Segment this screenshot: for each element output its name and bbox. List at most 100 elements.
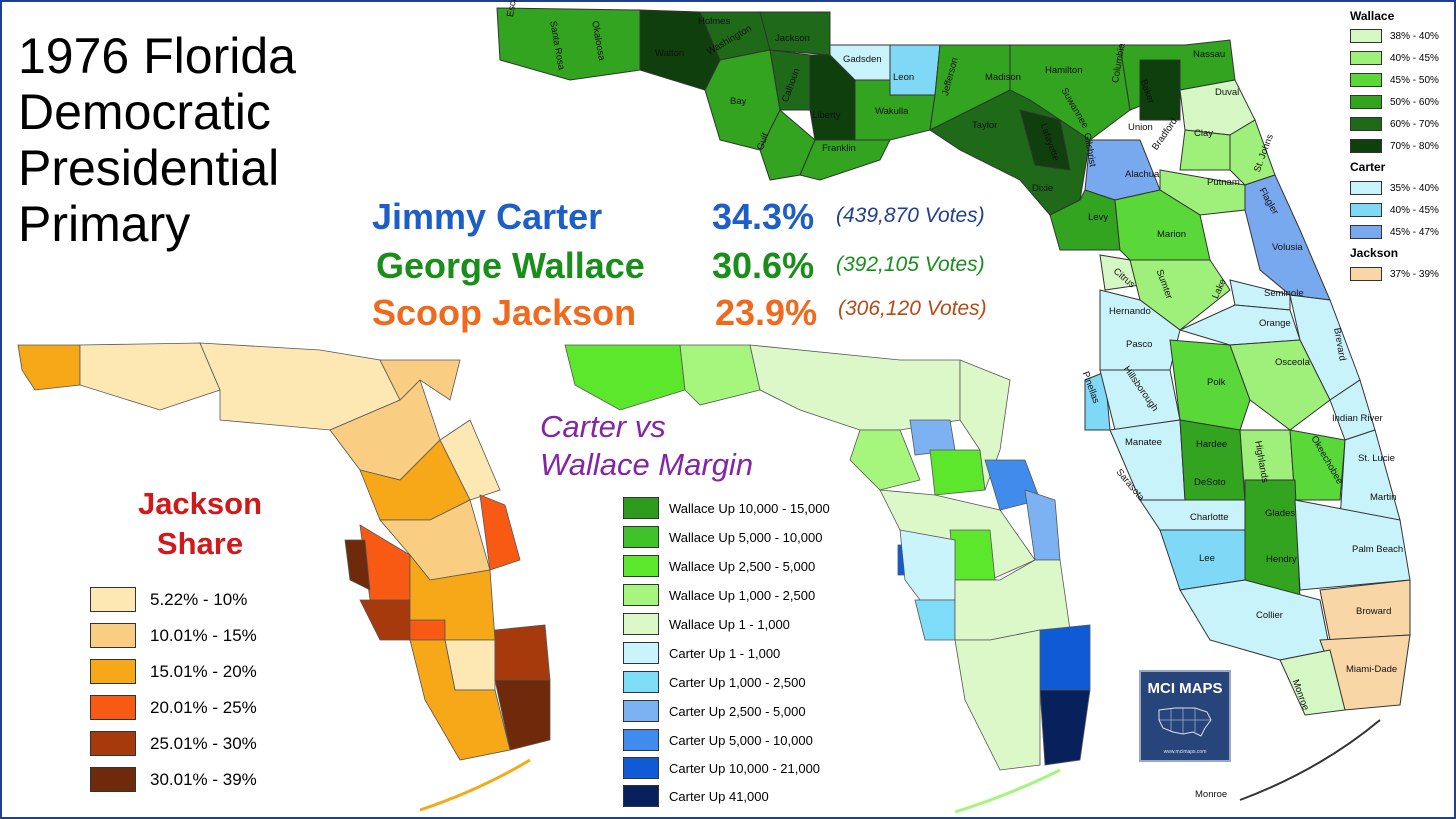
legend-swatch [1350, 29, 1382, 43]
county-label: Hendry [1266, 554, 1297, 565]
orange [1178, 304, 1301, 346]
county-label: Leon [893, 72, 915, 83]
sumter-lake [1129, 259, 1231, 331]
jackson-votes: (306,120 Votes) [838, 297, 987, 320]
county-label: Walton [655, 48, 685, 59]
legend-item: Carter Up 1 - 1,000 [623, 642, 780, 664]
legend-item: 50% - 60% [1350, 95, 1439, 109]
legend-swatch [623, 555, 659, 577]
legend-swatch [623, 671, 659, 693]
legend-swatch [623, 785, 659, 807]
county-label: Duval [1215, 87, 1240, 98]
legend-item: Carter Up 41,000 [623, 785, 769, 807]
panhandle-west [496, 7, 641, 81]
legend-swatch [90, 695, 136, 720]
legend-swatch [623, 729, 659, 751]
legend-group-title: Carter [1350, 160, 1386, 174]
mci-maps-logo: MCI MAPS www.mcimaps.com [1139, 670, 1231, 762]
legend-label: 60% - 70% [1390, 118, 1439, 130]
county-label: Collier [1256, 610, 1283, 621]
legend-swatch [90, 587, 136, 612]
county-label: Palm Beach [1352, 544, 1404, 555]
legend-item: Wallace Up 1 - 1,000 [623, 613, 790, 635]
jackson-share-map [17, 342, 551, 812]
county-label: Polk [1207, 377, 1226, 388]
legend-label: 30.01% - 39% [150, 769, 257, 789]
county-label: Liberty [812, 110, 841, 121]
legend-swatch [623, 642, 659, 664]
county-label: Taylor [972, 120, 998, 131]
jackson-share-title-line-1: Jackson [137, 486, 263, 521]
legend-group-title: Jackson [1350, 246, 1399, 260]
county-label: Miami-Dade [1346, 664, 1398, 675]
legend-item: 45% - 47% [1350, 225, 1439, 239]
legend-swatch [623, 584, 659, 606]
legend-item: 25.01% - 30% [90, 731, 257, 756]
legend-swatch [1350, 267, 1382, 281]
county-label: Gadsden [843, 54, 882, 65]
st-lucie-martin [1339, 429, 1401, 521]
margin-map-title: Carter vs Wallace Margin [540, 408, 753, 484]
county-label: Charlotte [1190, 512, 1229, 523]
panhandle-leon [889, 44, 941, 96]
county-label: Union [1128, 122, 1153, 133]
legend-label: Carter Up 41,000 [669, 788, 769, 804]
legend-swatch [90, 767, 136, 792]
legend-swatch [1350, 95, 1382, 109]
legend-swatch [1350, 203, 1382, 217]
page-title: 1976 Florida Democratic Presidential Pri… [18, 28, 296, 252]
county-label: Holmes [698, 16, 731, 27]
title-line-1: 1976 Florida [18, 28, 296, 84]
usa-outline-icon [1158, 707, 1212, 737]
county-label: Jackson [775, 33, 810, 44]
legend-label: 45% - 50% [1390, 74, 1439, 86]
legend-swatch [90, 731, 136, 756]
county-label: Nassau [1193, 49, 1226, 60]
county-label: Indian River [1332, 413, 1383, 424]
osceola [1229, 339, 1331, 431]
jackson-share-title: Jackson Share [80, 484, 320, 564]
legend-label: 70% - 80% [1390, 140, 1439, 152]
county-label: Clay [1194, 128, 1214, 139]
legend-item: Wallace Up 2,500 - 5,000 [623, 555, 815, 577]
panhandle-franklin [799, 139, 891, 181]
legend-item: 40% - 45% [1350, 203, 1439, 217]
county-label: Alachua [1125, 169, 1160, 180]
legend-swatch [90, 623, 136, 648]
legend-item: Wallace Up 10,000 - 15,000 [623, 497, 830, 519]
legend-item: 60% - 70% [1350, 117, 1439, 131]
putnam [1159, 169, 1246, 216]
collier [1179, 579, 1331, 661]
title-line-3: Presidential [18, 140, 280, 196]
keys [1239, 719, 1381, 801]
legend-swatch [90, 659, 136, 684]
monroe-mainland [1279, 649, 1346, 716]
county-label: Dixie [1032, 183, 1054, 194]
legend-label: Carter Up 5,000 - 10,000 [669, 732, 813, 748]
wallace-votes: (392,105 Votes) [836, 253, 985, 276]
legend-item: 15.01% - 20% [90, 659, 257, 684]
legend-label: Wallace Up 5,000 - 10,000 [669, 529, 823, 545]
logo-url: www.mcimaps.com [1163, 749, 1207, 755]
legend-swatch [1350, 73, 1382, 87]
legend-item: 5.22% - 10% [90, 587, 247, 612]
county-label: Osceola [1275, 357, 1310, 368]
legend-item: Carter Up 1,000 - 2,500 [623, 671, 806, 693]
legend-label: 10.01% - 15% [150, 625, 257, 645]
legend-swatch [623, 700, 659, 722]
legend-label: 45% - 47% [1390, 226, 1439, 238]
county-label: Volusia [1272, 242, 1303, 253]
legend-group-title: Wallace [1350, 9, 1395, 23]
legend-swatch [1350, 139, 1382, 153]
legend-label: Carter Up 2,500 - 5,000 [669, 703, 806, 719]
county-label: Franklin [822, 143, 856, 154]
legend-swatch [623, 757, 659, 779]
legend-label: 37% - 39% [1390, 268, 1439, 280]
carter-name: Jimmy Carter [372, 196, 603, 237]
county-label: Madison [985, 72, 1021, 83]
legend-label: 38% - 40% [1390, 30, 1439, 42]
county-label: Orange [1259, 318, 1291, 329]
county-label: Levy [1088, 212, 1109, 223]
jackson-pct: 23.9% [715, 292, 818, 333]
legend-label: 40% - 45% [1390, 52, 1439, 64]
